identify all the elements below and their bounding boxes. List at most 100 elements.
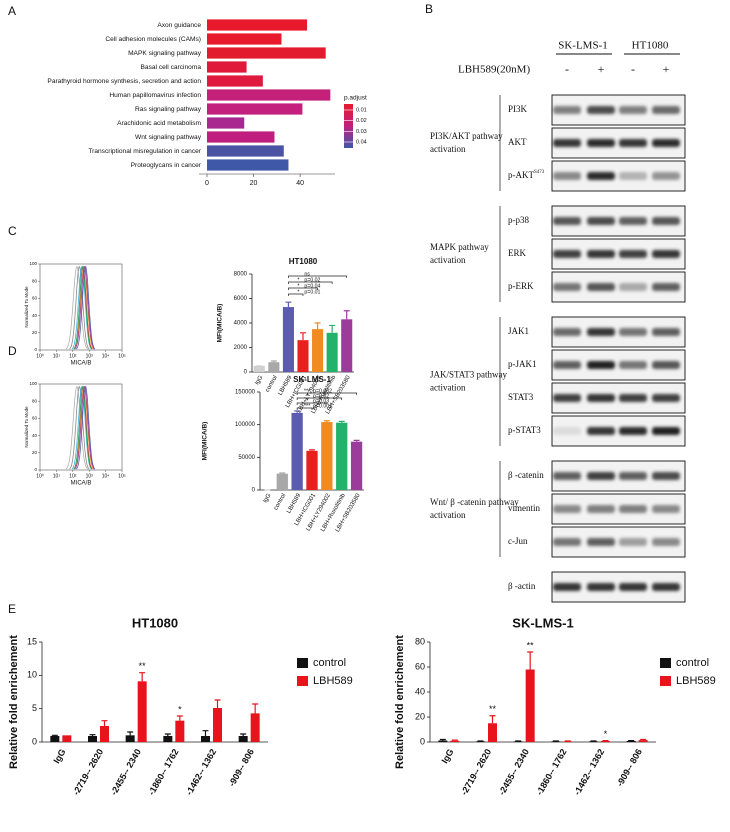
blot-band — [587, 427, 615, 435]
category-label: Transcriptional misregulation in cancer — [88, 148, 201, 155]
comparison-label: ns — [304, 271, 310, 277]
x-tick-label: 10⁴ — [102, 473, 110, 479]
protein-name: STAT3 — [508, 392, 534, 402]
blot-band — [619, 250, 647, 258]
error-bar — [294, 410, 301, 413]
error-bar — [439, 738, 446, 741]
bar — [207, 89, 331, 101]
histogram-curve — [69, 385, 90, 470]
protein-label: vimentin — [508, 503, 540, 513]
comparison-stars: * — [297, 289, 300, 295]
bar — [62, 735, 72, 742]
blot-band — [619, 172, 647, 180]
plot-frame — [39, 383, 123, 471]
bar — [201, 736, 210, 742]
blot-band — [553, 217, 581, 225]
blot-band — [619, 472, 647, 480]
blot-band — [652, 583, 680, 591]
blot-band — [587, 472, 615, 480]
pathway-label: MAPK pathway — [430, 242, 489, 252]
protein-label: STAT3 — [508, 392, 534, 402]
category-label: Parathyroid hormone synthesis, secretion… — [47, 78, 201, 85]
legend-swatch — [297, 676, 308, 686]
protein-name: JAK1 — [508, 326, 529, 336]
legend-tick-label: 0.04 — [356, 139, 367, 145]
blot-band — [652, 172, 680, 180]
bar — [525, 669, 535, 742]
blot-band — [652, 427, 680, 435]
y-tick-label: 20 — [32, 450, 38, 455]
bar — [551, 741, 561, 742]
y-tick-label: 20 — [32, 330, 38, 335]
blot-band — [587, 172, 615, 180]
comparison-stars: * — [297, 277, 300, 283]
protein-name: p-ERK — [508, 281, 534, 291]
bar — [276, 473, 288, 490]
comparison-bracket — [288, 281, 333, 284]
blot-band — [619, 427, 647, 435]
error-bar — [51, 734, 58, 736]
legend-tick-label: 0.03 — [356, 129, 367, 135]
y-tick-label: 100 — [29, 261, 37, 266]
protein-name: β -catenin — [508, 470, 544, 480]
y-tick-label: 10 — [27, 670, 37, 680]
legend-title: p.adjust — [344, 95, 367, 102]
legend-swatch — [660, 658, 671, 668]
pathway-label: PI3K/AKT pathway — [430, 131, 503, 141]
blot-band — [553, 394, 581, 402]
error-bar — [338, 420, 345, 423]
error-bar — [323, 420, 330, 423]
error-bar — [527, 651, 534, 670]
protein-label: p-AKTS473 — [508, 170, 545, 180]
cell-line-label: SK-LMS-1 — [558, 40, 608, 52]
y-tick-label: 40 — [32, 313, 38, 318]
comparison-label: p=0.02 — [304, 277, 320, 283]
blot-band — [619, 394, 647, 402]
blot-band — [587, 583, 615, 591]
legend-tick-label: 0.01 — [356, 107, 367, 113]
error-bar — [127, 731, 134, 736]
blot-band — [652, 283, 680, 291]
x-tick-label: 10¹ — [53, 353, 61, 359]
error-bar — [164, 733, 171, 736]
category-label: MAPK signaling pathway — [128, 50, 202, 57]
error-bar — [139, 672, 146, 682]
bar — [250, 713, 260, 742]
treatment-label: LBH589(20nM) — [458, 64, 530, 76]
x-axis-title: MICA/B — [71, 481, 92, 487]
protein-name: p-AKT — [508, 170, 534, 180]
x-tick-label: 10³ — [86, 353, 94, 359]
y-axis-title: MFI(MICA/B) — [217, 304, 224, 343]
lane-label: + — [598, 62, 605, 76]
error-bar — [300, 332, 306, 341]
bar — [207, 19, 308, 31]
y-tick-label: 150000 — [235, 390, 256, 396]
y-tick-label: 0 — [244, 370, 248, 376]
comparison-bracket — [296, 397, 343, 400]
y-tick-label: 0 — [252, 488, 256, 494]
blot-band — [619, 505, 647, 513]
comparison-bracket — [296, 407, 313, 410]
pathway-label: Wnt/ β -catenin pathway — [430, 497, 519, 507]
bar — [626, 741, 636, 742]
bar — [513, 741, 523, 742]
y-axis-title: Relative fold enrichement — [394, 635, 406, 769]
error-bar — [285, 301, 292, 308]
x-tick-label: 0 — [205, 180, 209, 187]
blot-band — [587, 217, 615, 225]
protein-name: p-p38 — [508, 215, 529, 225]
y-tick-label: 8000 — [234, 272, 248, 278]
bar — [175, 720, 185, 742]
panel-label: C — [8, 224, 17, 238]
bar — [163, 736, 173, 742]
bar — [438, 740, 448, 742]
y-tick-label: 60 — [32, 296, 38, 301]
error-bar — [240, 733, 247, 736]
y-tick-label: 0 — [32, 736, 37, 746]
protein-label: JAK1 — [508, 326, 529, 336]
bar — [207, 131, 275, 143]
bar — [207, 75, 263, 87]
bar — [297, 340, 309, 372]
chart-title: SK-LMS-1 — [293, 375, 331, 384]
